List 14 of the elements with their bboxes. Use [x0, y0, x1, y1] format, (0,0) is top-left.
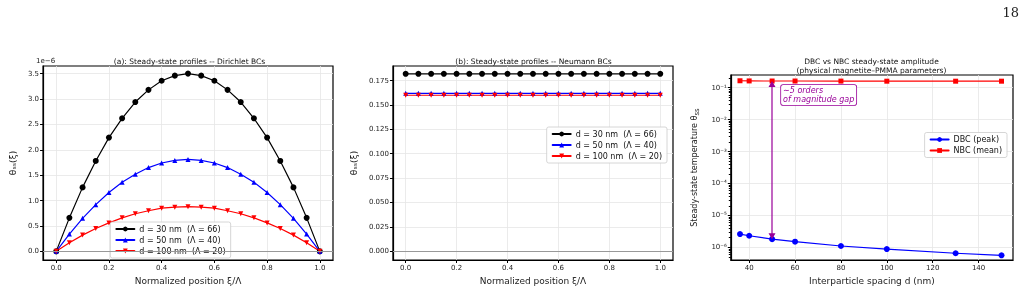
x-axis-title: Interparticle spacing d (nm)	[809, 275, 935, 286]
legend-label: d = 50 nm (Λ = 40)	[139, 235, 221, 245]
legend-label: d = 30 nm (Λ = 66)	[139, 224, 221, 234]
y-axis-title: θₛₛ(ξ)	[348, 150, 359, 176]
x-axis-title: Normalized position ξ/Λ	[479, 275, 588, 286]
legend-label: d = 50 nm (Λ = 40)	[575, 140, 657, 150]
legend-label: DBC (peak)	[953, 135, 1000, 144]
text: 18	[1002, 5, 1019, 20]
legend-label: NBC (mean)	[953, 146, 1002, 155]
annotation: ∼5 orders of magnitude gap	[783, 86, 855, 105]
legend-label: d = 30 nm (Λ = 66)	[575, 129, 657, 139]
legend-label: d = 100 nm (Λ = 20)	[575, 151, 662, 161]
x-axis-title: Normalized position ξ/Λ	[134, 275, 243, 286]
y-axis-title: θₛₛ(ξ)	[7, 150, 18, 176]
